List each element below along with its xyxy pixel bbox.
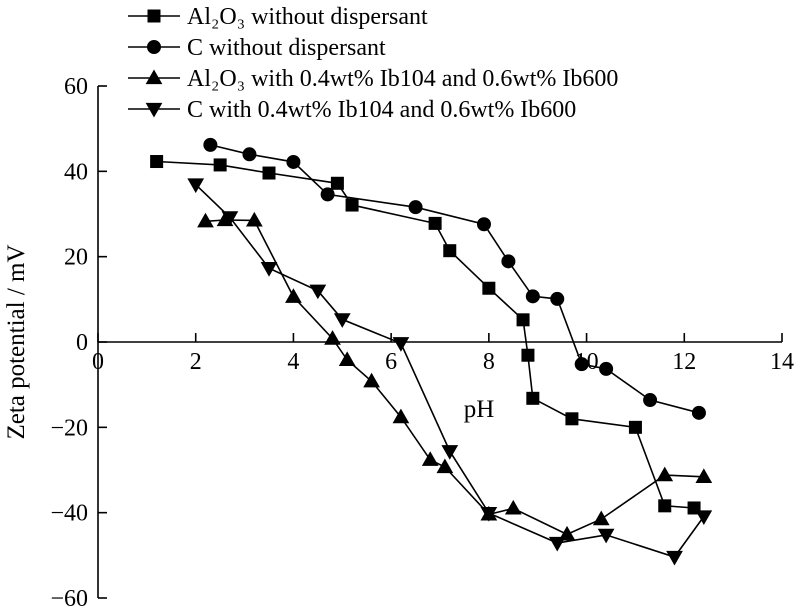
data-point-triangle-down [260,262,278,277]
data-point-triangle-up [363,372,380,388]
data-point-triangle-down [548,536,566,552]
data-point-square [150,155,164,169]
data-point-circle [408,200,423,215]
y-tick-label: 60 [64,74,88,100]
data-point-triangle-up [285,288,302,303]
data-point-circle [525,289,540,304]
data-point-circle [203,137,218,152]
data-point-circle [574,357,589,372]
data-point-triangle-down [597,528,615,544]
data-point-triangle-up [324,330,341,345]
data-point-triangle-up [392,408,410,424]
data-point-triangle-up [421,451,439,466]
x-tick-label: 14 [770,349,794,375]
tick-labels: 60 40 20 0 −20 −40 −60 0 2 4 6 8 10 12 14 [50,74,794,610]
data-point-triangle-down [666,550,683,566]
data-point-circle [320,187,335,202]
data-point-square [628,420,642,434]
data-point-circle [691,405,706,420]
data-point-circle [242,147,257,162]
legend-label: Al₂O₃ with 0.4wt% Ib104 and 0.6wt% Ib600 [187,66,618,92]
legend-label: C with 0.4wt% Ib104 and 0.6wt% Ib600 [187,97,576,123]
legend-label: Al₂O₃ without dispersant [187,4,428,30]
data-point-square [443,244,457,258]
y-tick-label: −60 [50,586,88,610]
data-point-square [516,313,530,327]
data-point-circle [501,254,516,269]
legend-marker-triangle-down [145,102,163,118]
y-tick-label: −40 [50,501,88,527]
legend: Al₂O₃ without dispersant C without disper… [128,4,618,123]
x-axis-title: pH [464,396,495,423]
data-point-square [345,198,359,212]
data-point-triangle-down [187,178,205,194]
series-line-triangle-down [195,184,705,558]
data-point-square [330,176,344,190]
data-point-triangle-down [309,284,327,300]
data-point-triangle-up [436,458,454,474]
data-point-triangle-up [592,510,610,526]
data-point-triangle-up [695,468,713,483]
series-line-triangle-up [205,219,704,536]
y-axis-title: Zeta potential / mV [3,244,30,439]
data-point-square [521,348,535,362]
data-point-square [213,158,227,172]
y-tick-label: 0 [76,330,88,356]
data-point-square [658,499,672,513]
data-point-square [262,166,276,180]
data-point-triangle-down [695,510,713,526]
legend-marker-triangle-up [145,69,163,85]
data-point-square [428,216,442,230]
data-point-circle [550,291,565,306]
data-point-triangle-up [245,211,263,227]
y-tick-label: 20 [64,245,88,271]
x-tick-label: 4 [287,349,299,375]
legend-marker-square [147,9,161,23]
data-point-circle [286,154,301,169]
data-point-triangle-down [441,445,459,460]
data-point-triangle-down [333,313,351,328]
x-tick-label: 2 [190,349,202,375]
y-tick-label: −20 [50,415,88,441]
data-point-square [565,412,579,426]
data-point-circle [476,217,491,232]
series-lines [156,144,705,558]
axes [97,85,783,599]
data-point-triangle-up [504,499,522,515]
legend-label: C without dispersant [187,35,386,61]
data-point-triangle-up [338,351,356,367]
y-tick-label: 40 [64,159,88,185]
x-tick-label: 12 [672,349,696,375]
series-markers [150,137,713,566]
legend-marker-circle [147,40,161,54]
data-point-square [526,391,540,405]
x-tick-label: 0 [92,349,104,375]
data-point-circle [599,361,614,376]
x-tick-label: 6 [385,349,397,375]
data-point-circle [643,393,658,408]
series-line-square [156,160,695,509]
data-point-triangle-up [197,212,214,228]
data-point-triangle-down [221,211,239,226]
data-point-triangle-down [392,337,410,352]
data-point-triangle-up [656,466,674,482]
data-point-square [482,281,496,295]
x-tick-label: 10 [575,349,599,375]
data-point-triangle-down [480,506,498,522]
data-point-triangle-up [558,525,576,541]
x-tick-label: 8 [483,349,495,375]
